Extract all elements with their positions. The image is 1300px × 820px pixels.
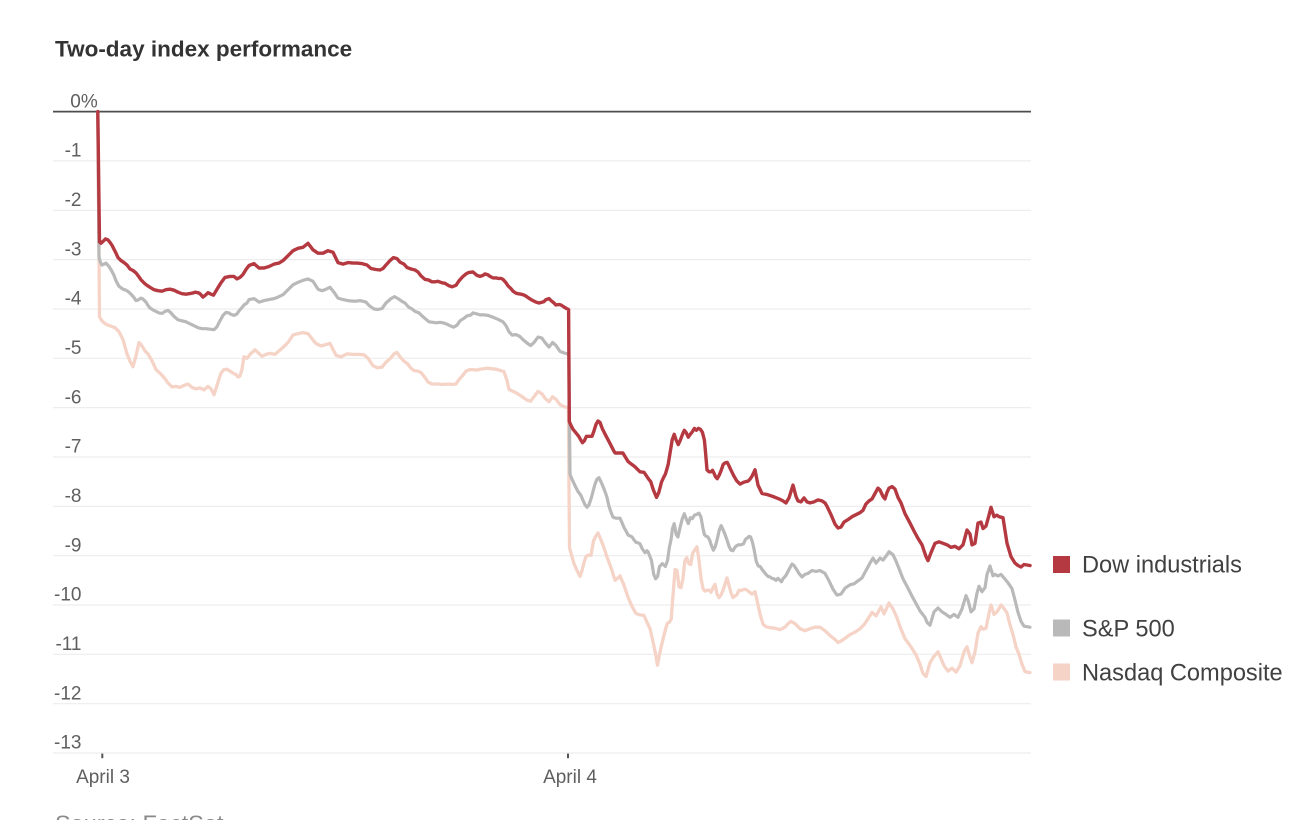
svg-text:Dow industrials: Dow industrials [1082,553,1242,579]
svg-text:April 4: April 4 [543,767,597,788]
svg-text:-10: -10 [54,585,81,606]
svg-text:-11: -11 [55,634,81,655]
svg-text:Nasdaq Composite: Nasdaq Composite [1082,661,1283,687]
svg-text:0%: 0% [70,91,98,112]
svg-text:S&P 500: S&P 500 [1082,617,1175,643]
svg-text:-1: -1 [65,141,82,162]
svg-text:-8: -8 [65,486,82,507]
svg-text:Two-day index performance: Two-day index performance [55,37,352,62]
svg-text:Source: FactSet: Source: FactSet [55,810,224,820]
svg-text:-13: -13 [54,733,81,754]
svg-text:-4: -4 [65,289,82,310]
svg-text:-2: -2 [65,190,82,211]
svg-text:-9: -9 [65,535,82,556]
svg-text:-7: -7 [65,437,82,458]
svg-text:-6: -6 [65,387,82,408]
svg-text:-3: -3 [65,239,82,260]
svg-text:-12: -12 [54,683,81,704]
svg-text:-5: -5 [65,338,82,359]
svg-text:April 3: April 3 [76,767,130,788]
